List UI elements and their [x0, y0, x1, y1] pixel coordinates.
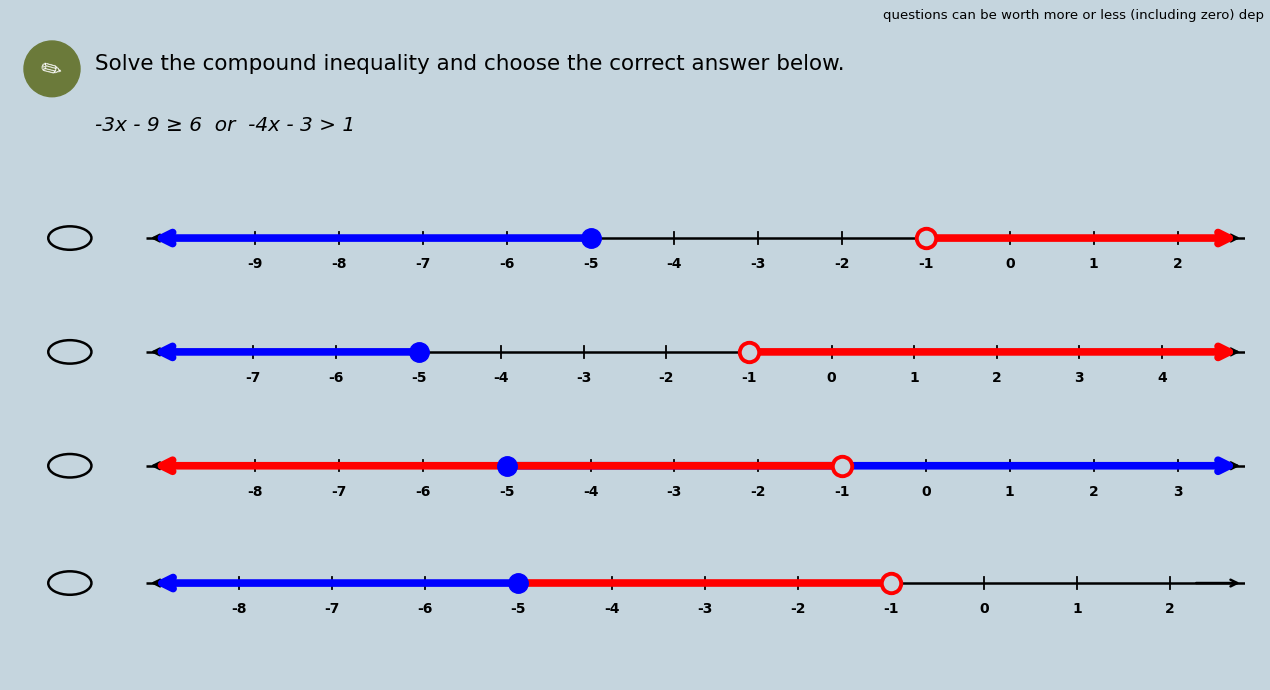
Text: 0: 0	[921, 484, 931, 498]
Text: 4: 4	[1157, 371, 1167, 384]
Text: -4: -4	[667, 257, 682, 270]
Text: -7: -7	[245, 371, 262, 384]
Text: -7: -7	[325, 602, 340, 615]
Text: -6: -6	[415, 484, 431, 498]
Text: -2: -2	[751, 484, 766, 498]
Text: -8: -8	[248, 484, 263, 498]
Text: -3: -3	[697, 602, 712, 615]
Text: -1: -1	[883, 602, 899, 615]
Text: Solve the compound inequality and choose the correct answer below.: Solve the compound inequality and choose…	[95, 54, 845, 74]
Text: 2: 2	[1088, 484, 1099, 498]
Circle shape	[24, 41, 80, 97]
Text: 2: 2	[992, 371, 1002, 384]
Text: 1: 1	[1088, 257, 1099, 270]
Text: -5: -5	[583, 257, 598, 270]
Text: -4: -4	[494, 371, 509, 384]
Text: 1: 1	[909, 371, 919, 384]
Text: -8: -8	[231, 602, 246, 615]
Text: -8: -8	[331, 257, 347, 270]
Text: -4: -4	[583, 484, 598, 498]
Text: -7: -7	[415, 257, 431, 270]
Text: -7: -7	[331, 484, 347, 498]
Text: 0: 0	[827, 371, 837, 384]
Text: 1: 1	[1072, 602, 1082, 615]
Text: -4: -4	[603, 602, 620, 615]
Text: 3: 3	[1074, 371, 1085, 384]
Text: -6: -6	[499, 257, 514, 270]
Text: 2: 2	[1166, 602, 1175, 615]
Text: -1: -1	[742, 371, 757, 384]
Text: -3x - 9 ≥ 6  or  -4x - 3 > 1: -3x - 9 ≥ 6 or -4x - 3 > 1	[95, 116, 356, 135]
Text: -9: -9	[248, 257, 263, 270]
Text: -3: -3	[577, 371, 592, 384]
Text: questions can be worth more or less (including zero) dep: questions can be worth more or less (inc…	[883, 9, 1264, 22]
Text: -5: -5	[499, 484, 514, 498]
Text: -6: -6	[418, 602, 433, 615]
Text: 0: 0	[1005, 257, 1015, 270]
Text: -1: -1	[918, 257, 933, 270]
Text: -1: -1	[834, 484, 850, 498]
Text: -3: -3	[751, 257, 766, 270]
Text: -2: -2	[834, 257, 850, 270]
Text: -5: -5	[411, 371, 427, 384]
Text: 1: 1	[1005, 484, 1015, 498]
Text: -6: -6	[329, 371, 344, 384]
Text: 3: 3	[1172, 484, 1182, 498]
Text: 0: 0	[979, 602, 989, 615]
Text: -3: -3	[667, 484, 682, 498]
Text: -5: -5	[511, 602, 526, 615]
Text: 2: 2	[1172, 257, 1182, 270]
Text: -2: -2	[790, 602, 805, 615]
Text: -2: -2	[659, 371, 674, 384]
Text: ✎: ✎	[37, 53, 67, 84]
